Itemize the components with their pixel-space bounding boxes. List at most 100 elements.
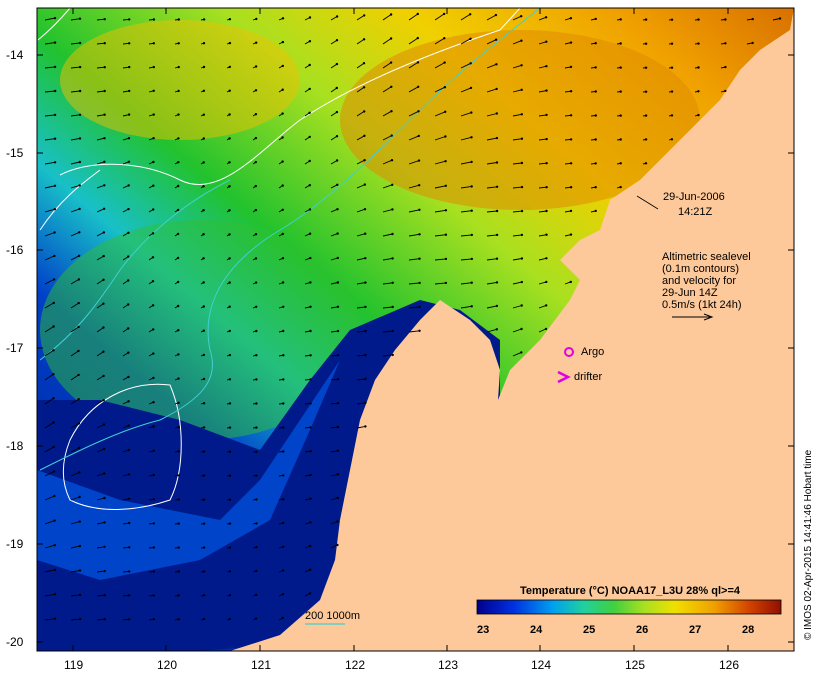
velocity-arrow-head (177, 42, 180, 45)
velocity-arrow (356, 135, 365, 141)
lat-axis: -14 -15 -16 -17 -18 -19 -20 (6, 48, 794, 649)
velocity-arrow-head (78, 17, 82, 20)
velocity-arrow-head (52, 421, 55, 424)
velocity-arrow-head (78, 113, 82, 117)
velocity-arrow (538, 186, 547, 189)
altimetry-line: and velocity for (662, 275, 736, 287)
velocity-arrow-head (255, 402, 258, 405)
velocity-arrow (538, 65, 547, 69)
velocity-arrow-head (417, 110, 420, 113)
bathymetry-1000m (39, 8, 541, 471)
velocity-arrow-head (103, 18, 106, 21)
velocity-arrow-head (281, 160, 284, 163)
velocity-arrow-head (443, 12, 446, 16)
velocity-arrow-head (228, 570, 232, 573)
warm-patch (60, 20, 300, 140)
velocity-arrow-head (697, 113, 700, 117)
velocity-arrow-head (128, 618, 131, 621)
velocity-arrow-head (255, 354, 258, 357)
velocity-arrow (512, 351, 522, 357)
velocity-arrow-head (102, 374, 105, 378)
velocity-arrow-head (103, 42, 106, 45)
velocity-arrow-head (569, 138, 573, 141)
velocity-arrow-head (569, 280, 572, 284)
velocity-arrow (44, 544, 55, 549)
velocity-arrow-head (309, 354, 312, 357)
velocity-arrow (44, 470, 55, 477)
velocity-arrow-head (309, 329, 312, 333)
velocity-arrow-head (255, 569, 258, 573)
velocity-arrow-head (102, 423, 106, 426)
velocity-arrow-head (228, 474, 232, 477)
velocity-arrow-head (594, 66, 597, 69)
velocity-arrow (44, 278, 55, 285)
velocity-arrow-head (52, 470, 56, 473)
date-label: 29-Jun-2006 (663, 191, 725, 203)
velocity-arrow (486, 305, 497, 309)
velocity-arrow-head (228, 113, 231, 116)
velocity-arrow (96, 114, 105, 117)
velocity-arrow-head (78, 569, 82, 572)
velocity-arrow-head (102, 399, 105, 402)
velocity-arrow (96, 66, 105, 69)
velocity-arrow (96, 594, 105, 597)
velocity-arrow-head (228, 257, 231, 260)
velocity-arrow-head (569, 114, 573, 117)
velocity-arrow-head (364, 377, 367, 381)
velocity-arrow-head (619, 138, 622, 141)
velocity-arrow-head (619, 114, 622, 117)
velocity-arrow-head (697, 42, 700, 45)
velocity-arrow-head (416, 36, 419, 40)
velocity-arrow-head (470, 233, 473, 237)
velocity-arrow (408, 209, 420, 213)
velocity-arrow-head (545, 257, 548, 260)
velocity-arrow-head (364, 257, 367, 260)
velocity-arrow (44, 422, 54, 429)
velocity-arrow-head (308, 40, 312, 43)
velocity-arrow-head (202, 594, 206, 597)
velocity-arrow (460, 210, 472, 213)
velocity-arrow-head (619, 185, 622, 189)
velocity-arrow-head (545, 137, 548, 141)
velocity-arrow-head (78, 207, 81, 211)
velocity-arrow-head (336, 232, 339, 235)
velocity-arrow (70, 545, 80, 549)
velocity-arrow-head (495, 185, 499, 188)
velocity-arrow-head (152, 42, 155, 45)
velocity-arrow (70, 398, 79, 405)
velocity-arrow-head (469, 37, 472, 40)
velocity-arrow-head (545, 186, 548, 189)
velocity-arrow-head (444, 281, 448, 285)
velocity-arrow-head (418, 257, 421, 260)
velocity-arrow-head (202, 89, 206, 93)
velocity-arrow-head (78, 65, 82, 69)
velocity-arrow-head (391, 208, 394, 211)
velocity-arrow-head (255, 546, 258, 549)
velocity-arrow-head (228, 353, 232, 357)
velocity-arrow-head (128, 65, 131, 69)
velocity-arrow-head (418, 305, 421, 309)
velocity-arrow-head (281, 112, 284, 115)
velocity-arrow-head (520, 209, 524, 213)
velocity-arrow (460, 62, 471, 69)
velocity-arrow-head (103, 113, 106, 116)
velocity-arrow-head (152, 352, 155, 355)
velocity-arrow-head (364, 401, 367, 404)
velocity-arrow-head (520, 113, 523, 116)
velocity-arrow-head (594, 186, 597, 189)
velocity-arrow (486, 281, 498, 285)
velocity-arrow (460, 282, 472, 285)
velocity-arrow (460, 161, 472, 165)
velocity-arrow-head (255, 17, 258, 21)
velocity-arrow-head (53, 568, 57, 571)
velocity-arrow-head (177, 18, 180, 21)
velocity-arrow-head (78, 495, 81, 499)
velocity-arrow (96, 375, 104, 381)
colorbar-title: Temperature (°C) NOAA17_L3U 28% ql>=4 (520, 585, 741, 597)
lon-tick-label: 121 (251, 658, 271, 672)
velocity-arrow-head (569, 90, 573, 93)
velocity-arrow-head (778, 17, 782, 20)
drifter-marker (557, 370, 571, 384)
velocity-arrow-head (77, 422, 81, 425)
velocity-arrow-head (53, 544, 56, 547)
